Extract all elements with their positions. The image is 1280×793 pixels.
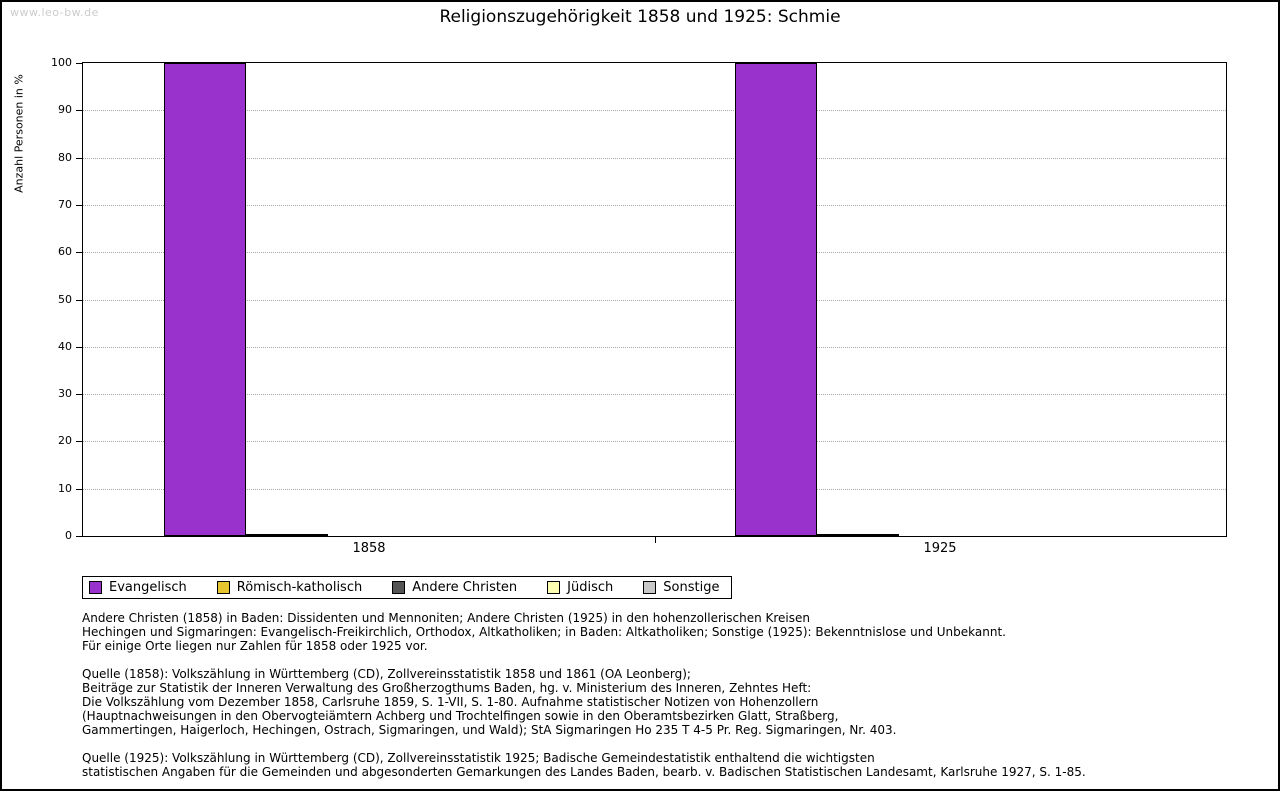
y-tick-mark	[76, 205, 82, 206]
bar-r-misch-katholisch-1858	[246, 534, 328, 536]
gridline	[83, 441, 1226, 442]
chart-title: Religionszugehörigkeit 1858 und 1925: Sc…	[439, 7, 841, 27]
x-category-label: 1925	[923, 541, 957, 556]
footnote-line: (Hauptnachweisungen in den Obervogteiämt…	[82, 709, 839, 723]
legend-item: Jüdisch	[547, 580, 613, 595]
y-tick-label: 80	[58, 151, 72, 164]
legend-label: Römisch-katholisch	[236, 580, 363, 595]
y-tick-label: 100	[51, 56, 72, 69]
plot-area	[82, 62, 1227, 537]
footnote-line: Andere Christen (1858) in Baden: Disside…	[82, 611, 810, 625]
legend: Evangelisch Römisch-katholisch Andere Chri…	[82, 576, 733, 599]
legend-swatch	[392, 581, 406, 594]
y-tick-mark	[76, 394, 82, 395]
footnote-paragraph: Quelle (1925): Volkszählung in Württembe…	[82, 751, 1222, 779]
y-tick-mark	[76, 347, 82, 348]
legend-item: Andere Christen	[392, 580, 517, 595]
footnote-line: statistischen Angaben für die Gemeinden …	[82, 765, 1086, 779]
footnote-line: Gammertingen, Haigerloch, Hechingen, Ost…	[82, 723, 897, 737]
gridline	[83, 205, 1226, 206]
y-tick-label: 30	[58, 387, 72, 400]
y-tick-label: 90	[58, 103, 72, 116]
legend-item: Sonstige	[643, 580, 719, 595]
y-tick-mark	[76, 441, 82, 442]
y-axis-label: Anzahl Personen in %	[12, 74, 26, 193]
footnote-line: Quelle (1858): Volkszählung in Württembe…	[82, 667, 691, 681]
footnote-paragraph: Andere Christen (1858) in Baden: Disside…	[82, 611, 1222, 653]
legend-item: Evangelisch	[89, 580, 187, 595]
y-tick-mark	[76, 63, 82, 64]
legend-label: Evangelisch	[109, 580, 187, 595]
footnote-line: Für einige Orte liegen nur Zahlen für 18…	[82, 639, 428, 653]
y-tick-label: 10	[58, 482, 72, 495]
legend-swatch	[216, 581, 230, 594]
y-tick-mark	[76, 300, 82, 301]
gridline	[83, 158, 1226, 159]
footnotes: Andere Christen (1858) in Baden: Disside…	[82, 611, 1222, 793]
bar-evangelisch-1858	[164, 63, 246, 536]
y-tick-mark	[76, 158, 82, 159]
y-tick-label: 40	[58, 340, 72, 353]
y-tick-label: 50	[58, 293, 72, 306]
bar-evangelisch-1925	[735, 63, 817, 536]
bar-r-misch-katholisch-1925	[817, 534, 899, 536]
y-tick-mark	[76, 536, 82, 537]
legend-item: Römisch-katholisch	[216, 580, 363, 595]
legend-swatch	[643, 581, 657, 594]
y-tick-label: 70	[58, 198, 72, 211]
footnote-line: Quelle (1925): Volkszählung in Württembe…	[82, 751, 875, 765]
x-category-label: 1858	[352, 541, 386, 556]
y-tick-label: 20	[58, 434, 72, 447]
legend-label: Sonstige	[663, 580, 720, 595]
y-tick-mark	[76, 489, 82, 490]
gridline	[83, 252, 1226, 253]
y-tick-mark	[76, 110, 82, 111]
gridline	[83, 394, 1226, 395]
footnote-line: Die Volkszählung vom Dezember 1858, Carl…	[82, 695, 819, 709]
gridline	[83, 300, 1226, 301]
legend-label: Jüdisch	[567, 580, 614, 595]
footnote-line: Hechingen und Sigmaringen: Evangelisch-F…	[82, 625, 1006, 639]
gridline	[83, 347, 1226, 348]
x-tick-mark	[655, 537, 656, 543]
footnote-line: Beiträge zur Statistik der Inneren Verwa…	[82, 681, 812, 695]
y-tick-label: 0	[65, 529, 72, 542]
legend-swatch	[547, 581, 561, 594]
gridline	[83, 489, 1226, 490]
y-tick-label: 60	[58, 245, 72, 258]
legend-label: Andere Christen	[412, 580, 518, 595]
legend-swatch	[89, 581, 102, 594]
watermark: www.leo-bw.de	[10, 6, 99, 19]
y-tick-mark	[76, 252, 82, 253]
footnote-paragraph: Quelle (1858): Volkszählung in Württembe…	[82, 667, 1222, 737]
gridline	[83, 110, 1226, 111]
